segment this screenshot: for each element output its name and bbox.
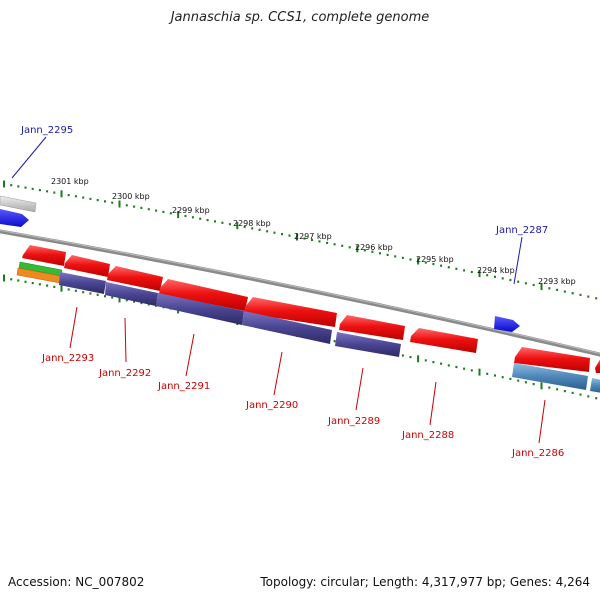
leader-line	[11, 136, 47, 179]
gene-jann-2288-arrow[interactable]	[410, 328, 478, 353]
gray-feature	[0, 195, 37, 213]
gene-label-jann-2293[interactable]: Jann_2293	[41, 353, 94, 364]
cds-bar[interactable]	[105, 282, 158, 306]
gene-label-jann-2287[interactable]: Jann_2287	[495, 225, 548, 236]
bottom-gene-labels: Jann_2293 Jann_2292 Jann_2291 Jann_2290 …	[41, 306, 564, 459]
scale-label: 2293 kbp	[538, 277, 576, 286]
gene-edge-arrow[interactable]	[595, 358, 600, 373]
leader-line	[124, 317, 127, 363]
leader-line	[429, 381, 437, 426]
scale-label: 2294 kbp	[477, 266, 515, 275]
gene-jann-2290a-arrow[interactable]	[159, 279, 248, 311]
gene-label-jann-2295[interactable]: Jann_2295	[20, 125, 73, 136]
scale-label: 2298 kbp	[233, 219, 271, 228]
gene-jann-2291-arrow[interactable]	[107, 266, 163, 291]
scale-labels: 2301 kbp 2300 kbp 2299 kbp 2298 kbp 2297…	[51, 177, 576, 286]
gene-jann-2286-arrow[interactable]	[514, 347, 590, 372]
scale-label: 2300 kbp	[112, 192, 150, 201]
gene-jann-2287-arrow[interactable]	[494, 316, 520, 332]
gene-label-jann-2289[interactable]: Jann_2289	[327, 416, 380, 427]
leader-line	[185, 333, 195, 377]
leader-line	[69, 306, 78, 349]
scale-label: 2299 kbp	[172, 206, 210, 215]
gene-label-jann-2290[interactable]: Jann_2290	[245, 400, 298, 411]
genome-backbone-highlight	[0, 229, 600, 355]
scale-label: 2295 kbp	[416, 255, 454, 264]
leader-line	[273, 351, 283, 396]
gene-label-jann-2286[interactable]: Jann_2286	[511, 448, 564, 459]
scale-label: 2297 kbp	[294, 232, 332, 241]
leader-line	[513, 236, 523, 285]
accession-text: Accession: NC_007802	[8, 575, 145, 589]
cds-bar[interactable]	[335, 332, 401, 357]
lower-scale-track	[3, 274, 598, 400]
gene-jann-2292-arrow[interactable]	[64, 255, 110, 277]
gene-label-jann-2291[interactable]: Jann_2291	[157, 381, 210, 392]
gene-jann-2289-arrow[interactable]	[339, 315, 405, 340]
cds-bar[interactable]	[156, 293, 244, 325]
cds-bar[interactable]	[242, 311, 332, 344]
leader-line	[355, 367, 364, 411]
gene-label-jann-2292[interactable]: Jann_2292	[98, 368, 151, 379]
genome-stats-text: Topology: circular; Length: 4,317,977 bp…	[260, 575, 590, 589]
gene-jann-2290b-arrow[interactable]	[244, 297, 337, 327]
cds-bar[interactable]	[590, 378, 600, 393]
gene-jann-2293-arrow[interactable]	[22, 245, 66, 266]
scale-label: 2301 kbp	[51, 177, 89, 186]
genome-backbone	[0, 229, 600, 357]
gene-jann-2295-arrow[interactable]	[0, 209, 29, 227]
red-gene-row	[22, 245, 600, 373]
cds-row	[59, 272, 600, 393]
cds-bar[interactable]	[59, 272, 106, 294]
cds-bar[interactable]	[512, 363, 588, 390]
upper-scale-track	[3, 180, 598, 300]
leader-line	[538, 399, 546, 444]
gene-label-jann-2288[interactable]: Jann_2288	[401, 430, 454, 441]
map-title: Jannaschia sp. CCS1, complete genome	[170, 10, 430, 25]
scale-label: 2296 kbp	[355, 243, 393, 252]
